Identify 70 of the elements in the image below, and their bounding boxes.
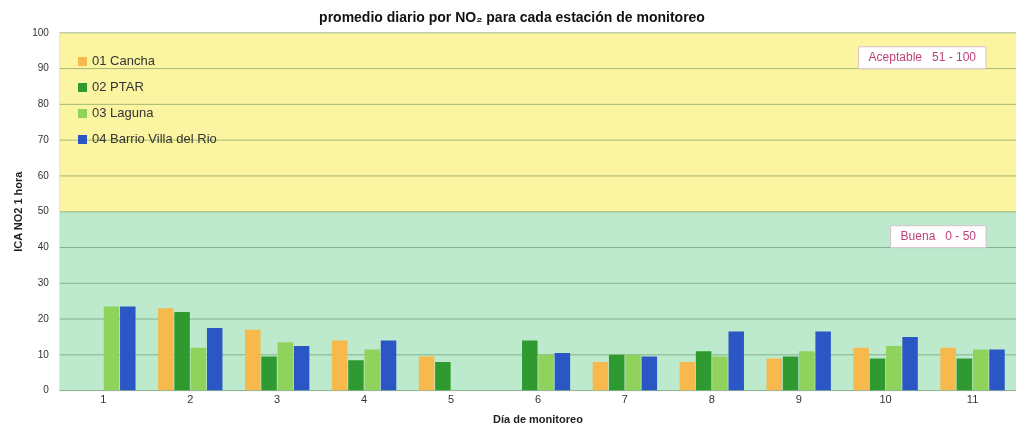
bar bbox=[190, 347, 207, 391]
bar bbox=[245, 329, 261, 391]
bar bbox=[592, 361, 609, 391]
bar bbox=[853, 347, 869, 391]
bar bbox=[728, 331, 744, 391]
bar bbox=[902, 336, 918, 391]
x-tick-label: 1 bbox=[100, 393, 107, 406]
bar bbox=[641, 356, 658, 391]
band-label: Buena 0 - 50 bbox=[900, 229, 977, 244]
bar bbox=[554, 353, 571, 391]
x-tick-label: 6 bbox=[534, 393, 541, 406]
y-tick-label: 20 bbox=[37, 312, 50, 324]
bar bbox=[435, 361, 451, 391]
y-tick-label: 40 bbox=[37, 241, 50, 253]
bar bbox=[120, 306, 136, 391]
legend-label: 02 PTAR bbox=[92, 78, 144, 96]
x-tick-label: 2 bbox=[187, 393, 194, 406]
bar bbox=[782, 356, 799, 391]
bar bbox=[331, 340, 348, 391]
bar bbox=[766, 358, 782, 391]
bar bbox=[206, 327, 223, 391]
bar bbox=[608, 354, 625, 391]
y-tick-label: 100 bbox=[32, 26, 50, 38]
x-tick-label: 8 bbox=[708, 393, 715, 406]
bar bbox=[679, 361, 696, 391]
bar bbox=[625, 354, 641, 391]
y-tick-label: 50 bbox=[37, 205, 50, 217]
x-axis-title: Día de monitoreo bbox=[493, 413, 584, 426]
bar bbox=[695, 351, 712, 391]
x-tick-label: 4 bbox=[361, 393, 368, 406]
y-tick-label: 90 bbox=[37, 62, 50, 74]
bar bbox=[538, 354, 554, 391]
bar bbox=[364, 349, 380, 391]
y-tick-label: 80 bbox=[37, 98, 50, 110]
x-tick-label: 5 bbox=[447, 393, 455, 406]
bar bbox=[956, 358, 973, 391]
bar bbox=[293, 345, 310, 391]
legend-label: 01 Cancha bbox=[92, 52, 155, 70]
chart-title: promedio diario por NO₂ para cada estación de monitoreo bbox=[319, 9, 705, 26]
y-tick-label: 10 bbox=[37, 348, 50, 360]
bar bbox=[869, 358, 886, 391]
x-tick-label: 3 bbox=[274, 393, 281, 406]
y-axis-title: ICA NO2 1 hora bbox=[11, 170, 24, 252]
bar bbox=[348, 360, 364, 391]
x-tick-label: 7 bbox=[621, 393, 628, 406]
bar bbox=[886, 345, 902, 391]
bar bbox=[380, 340, 397, 391]
legend-label: 04 Barrio Villa del Rio bbox=[92, 130, 217, 148]
y-tick-label: 0 bbox=[43, 384, 50, 396]
bar bbox=[174, 311, 190, 391]
bar bbox=[261, 356, 277, 391]
bar bbox=[972, 349, 989, 391]
x-tick-label: 9 bbox=[795, 393, 802, 406]
x-tick-label: 11 bbox=[966, 393, 979, 406]
bar bbox=[522, 340, 538, 391]
legend-label: 03 Laguna bbox=[92, 104, 154, 122]
band-label: Aceptable 51 - 100 bbox=[868, 50, 977, 65]
y-tick-label: 30 bbox=[37, 277, 50, 289]
bar bbox=[799, 351, 815, 391]
bar bbox=[418, 356, 435, 391]
bar bbox=[940, 347, 956, 391]
bar bbox=[815, 331, 831, 391]
y-tick-label: 60 bbox=[37, 169, 50, 181]
bar bbox=[989, 349, 1005, 391]
bar bbox=[103, 306, 120, 391]
y-tick-label: 70 bbox=[37, 133, 50, 145]
bar bbox=[277, 342, 294, 391]
bar bbox=[712, 356, 728, 391]
bar bbox=[158, 308, 174, 391]
x-tick-label: 10 bbox=[879, 393, 892, 406]
